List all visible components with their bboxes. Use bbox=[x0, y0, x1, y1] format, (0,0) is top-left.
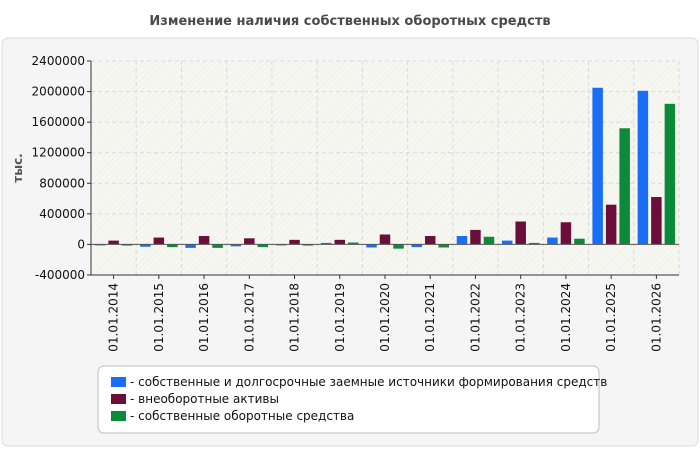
bar-1 bbox=[411, 244, 422, 248]
bar-1 bbox=[501, 240, 513, 245]
legend-swatch bbox=[111, 377, 126, 387]
y-tick-label: 1200000 bbox=[32, 146, 85, 160]
legend bbox=[97, 365, 600, 434]
bar-3 bbox=[393, 244, 404, 249]
bar-2 bbox=[153, 237, 165, 245]
x-tick-label: 01.01.2014 bbox=[107, 283, 121, 352]
legend-items: - собственные и долгосрочные заемные ист… bbox=[111, 375, 607, 423]
bar-3 bbox=[257, 244, 269, 248]
legend-swatch bbox=[111, 411, 126, 421]
y-tick-label: -400000 bbox=[35, 268, 85, 282]
bar-2 bbox=[108, 240, 119, 245]
x-tick-label: 01.01.2025 bbox=[604, 283, 618, 352]
x-tick-label: 01.01.2022 bbox=[468, 283, 482, 352]
bar-2 bbox=[244, 238, 255, 245]
y-tick-label: 2400000 bbox=[32, 54, 85, 68]
bar-1 bbox=[637, 90, 649, 245]
bar-3 bbox=[483, 236, 495, 245]
x-tick-label: 01.01.2015 bbox=[152, 283, 166, 352]
x-tick-label: 01.01.2023 bbox=[514, 283, 528, 352]
bar-2 bbox=[515, 221, 526, 245]
bar-1 bbox=[321, 242, 332, 245]
x-tick-label: 01.01.2024 bbox=[559, 283, 573, 352]
legend-label: - собственные и долгосрочные заемные ист… bbox=[130, 375, 607, 389]
bar-2 bbox=[605, 204, 617, 245]
x-tick-label: 01.01.2020 bbox=[378, 283, 392, 352]
x-tick-label: 01.01.2026 bbox=[649, 283, 663, 352]
x-tick-label: 01.01.2019 bbox=[333, 283, 347, 352]
x-tick-label: 01.01.2021 bbox=[423, 283, 437, 352]
bar-3 bbox=[302, 244, 314, 246]
bar-2 bbox=[289, 239, 300, 245]
y-tick-label: 800000 bbox=[39, 176, 85, 190]
bar-3 bbox=[167, 244, 178, 248]
x-tick-labels: 01.01.2014 01.01.2015 01.01.2016 01.01.2017… bbox=[107, 283, 664, 352]
bar-3 bbox=[574, 238, 585, 245]
bar-2 bbox=[424, 236, 436, 245]
y-tick-label: 400000 bbox=[39, 207, 85, 221]
bar-1 bbox=[140, 244, 151, 247]
x-tick-label: 01.01.2016 bbox=[197, 283, 211, 352]
bar-2 bbox=[651, 197, 662, 245]
bar-2 bbox=[198, 236, 210, 245]
legend-swatch bbox=[111, 394, 126, 404]
y-tick-label: 1600000 bbox=[32, 115, 85, 129]
bar-3 bbox=[212, 244, 223, 248]
bar-1 bbox=[456, 236, 468, 245]
chart-title: Изменение наличия собственных оборотных … bbox=[149, 14, 550, 29]
bar-3 bbox=[528, 242, 540, 245]
x-tick-label: 01.01.2018 bbox=[288, 283, 302, 352]
bar-2 bbox=[560, 222, 572, 245]
bars bbox=[94, 87, 676, 249]
bar-3 bbox=[619, 128, 630, 245]
bar-3 bbox=[121, 244, 133, 246]
axes bbox=[87, 60, 679, 279]
bar-2 bbox=[470, 229, 481, 245]
bar-3 bbox=[438, 244, 449, 248]
legend-label: - собственные оборотные средства bbox=[130, 409, 354, 423]
bar-1 bbox=[547, 237, 558, 245]
y-axis-label: тыс. bbox=[11, 153, 25, 182]
bar-2 bbox=[334, 239, 346, 245]
y-tick-label: 0 bbox=[77, 237, 85, 251]
legend-label: - внеоборотные активы bbox=[130, 392, 279, 406]
bar-1 bbox=[592, 87, 603, 245]
bar-1 bbox=[185, 244, 196, 248]
bar-3 bbox=[348, 242, 359, 245]
y-tick-labels: 2400000 2000000 1600000 1200000 800000 400000… bbox=[32, 54, 85, 282]
y-tick-label: 2000000 bbox=[32, 85, 85, 99]
x-tick-label: 01.01.2017 bbox=[242, 283, 256, 352]
bar-1 bbox=[366, 244, 377, 248]
bar-3 bbox=[664, 103, 676, 245]
bar-2 bbox=[379, 234, 391, 245]
bar-1 bbox=[230, 244, 242, 247]
